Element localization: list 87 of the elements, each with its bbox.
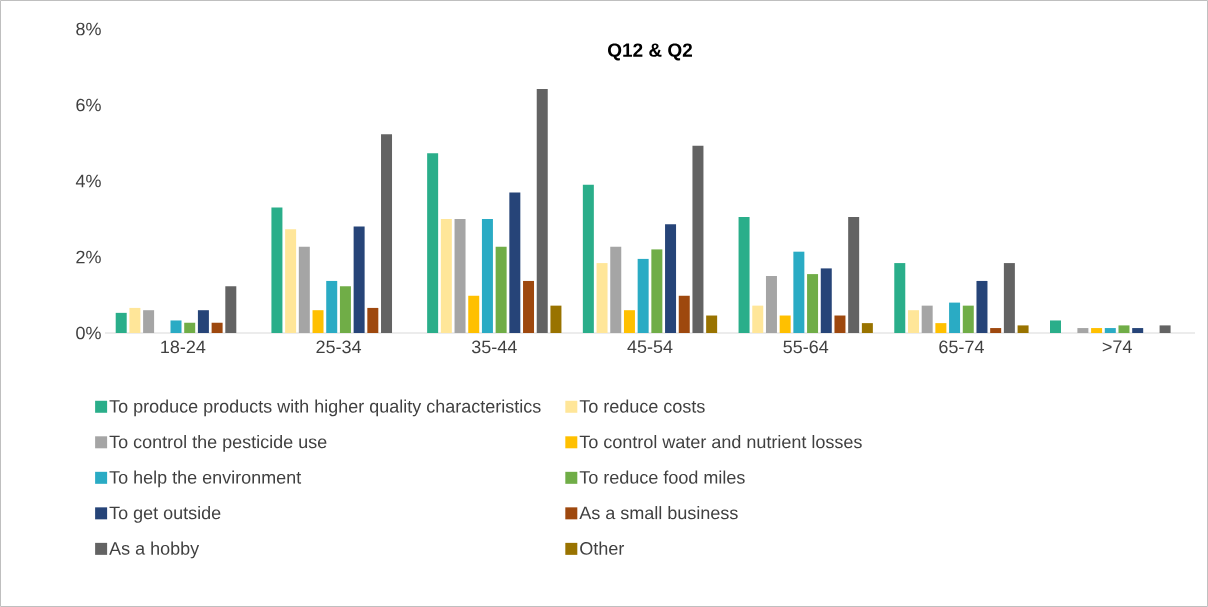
legend-label: To control the pesticide use — [109, 435, 327, 452]
bar — [861, 323, 873, 333]
bar — [339, 286, 351, 333]
bar — [427, 153, 439, 333]
bar — [225, 286, 237, 333]
bar — [582, 184, 594, 333]
bar — [976, 280, 988, 333]
y-tick-label: 8% — [76, 22, 101, 36]
bar — [779, 315, 791, 333]
bar — [312, 310, 324, 333]
bar — [820, 268, 832, 333]
bar — [170, 320, 182, 333]
legend-label: Other — [580, 541, 625, 555]
bar — [440, 219, 452, 333]
legend-label: As a hobby — [109, 541, 200, 559]
y-tick-label: 4% — [75, 174, 101, 188]
bar — [752, 305, 764, 333]
bar — [692, 145, 704, 333]
x-tick-label: 18-24 — [161, 340, 206, 354]
bar — [894, 263, 906, 333]
bar — [285, 229, 297, 333]
bar — [907, 310, 919, 333]
bar — [298, 246, 310, 333]
bar — [523, 280, 535, 333]
y-tick-label: 6% — [76, 98, 101, 112]
bar — [550, 305, 562, 333]
bar — [596, 263, 608, 333]
bar — [184, 322, 196, 333]
bar — [1104, 328, 1116, 333]
bar — [678, 295, 690, 333]
legend-label: To control water and nutrient losses — [579, 435, 862, 449]
bar — [211, 322, 223, 333]
bar — [468, 295, 480, 333]
legend-label: To get outside — [109, 506, 221, 523]
bar — [1077, 328, 1089, 333]
bar — [536, 89, 548, 333]
bar — [271, 207, 283, 333]
bar — [454, 219, 466, 333]
x-tick-label: 65-74 — [939, 340, 984, 354]
bar — [1091, 328, 1103, 333]
legend-label: To produce products with higher quality characteristics — [109, 399, 541, 417]
bar — [651, 249, 663, 333]
bar — [793, 251, 805, 333]
bar — [1049, 320, 1061, 333]
x-tick-label: 25-34 — [316, 340, 362, 354]
x-tick-label: 45-54 — [627, 340, 673, 354]
bar — [495, 246, 507, 333]
bar — [197, 310, 209, 333]
bar — [935, 323, 947, 333]
bar — [962, 305, 974, 333]
text: Q12 & Q2 — [608, 43, 692, 61]
bar — [921, 305, 933, 333]
y-tick-label: 0% — [76, 326, 101, 340]
bar — [381, 134, 393, 333]
bar — [765, 276, 777, 333]
bar — [115, 312, 127, 333]
bar — [1132, 328, 1144, 333]
bar — [949, 302, 961, 333]
bar — [1159, 325, 1171, 333]
bar — [1003, 263, 1015, 333]
x-tick-label: >74 — [1102, 340, 1132, 353]
bar — [367, 307, 379, 333]
bar — [129, 307, 141, 333]
bar — [143, 310, 155, 333]
legend-label: To reduce costs — [579, 399, 705, 413]
bar — [848, 217, 860, 333]
bar — [738, 217, 750, 333]
bar — [637, 258, 649, 333]
bar — [326, 280, 338, 333]
bar — [509, 192, 521, 333]
bar — [353, 226, 365, 333]
legend-label: To reduce food miles — [579, 470, 745, 484]
bar — [990, 328, 1002, 333]
bar — [623, 310, 635, 333]
bar — [834, 315, 846, 333]
bar — [1017, 325, 1029, 333]
bar — [706, 315, 718, 333]
bar — [481, 219, 493, 333]
bar — [1118, 325, 1130, 333]
bar — [610, 246, 622, 333]
x-tick-label: 55-64 — [783, 340, 829, 354]
legend-label: As a small business — [579, 506, 738, 520]
y-tick-label: 2% — [76, 250, 101, 264]
bar — [665, 224, 677, 333]
x-tick-label: 35-44 — [471, 340, 517, 354]
bar — [807, 274, 819, 333]
legend-label: To help the environment — [109, 470, 302, 488]
